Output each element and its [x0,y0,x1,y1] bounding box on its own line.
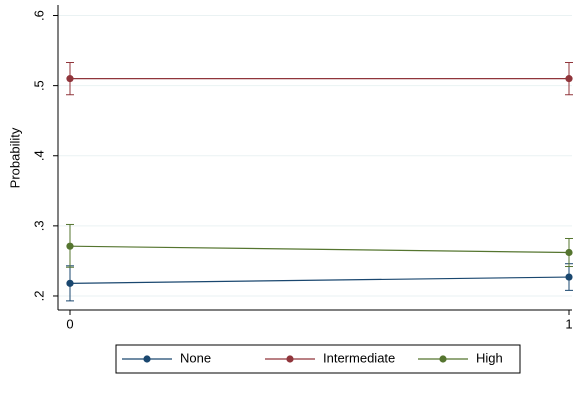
x-tick-label: 0 [66,316,73,331]
legend-label: High [476,350,503,365]
point [565,75,573,83]
legend-marker [439,355,447,363]
y-axis-title: Probability [7,127,22,188]
point [66,279,74,287]
series-line [69,276,570,284]
point [565,273,573,281]
y-tick-label: .3 [31,220,46,231]
point [565,248,573,257]
y-tick-label: .6 [31,10,46,21]
legend-label: None [180,350,211,365]
point [66,242,74,250]
x-tick-label: 1 [565,316,572,331]
series-line [69,245,570,254]
point [66,75,74,83]
legend-label: Intermediate [323,350,395,365]
legend-marker [143,355,151,363]
y-tick-label: .5 [31,80,46,91]
legend-marker [286,355,294,363]
y-tick-label: .4 [31,150,46,161]
y-tick-label: .2 [31,291,46,302]
